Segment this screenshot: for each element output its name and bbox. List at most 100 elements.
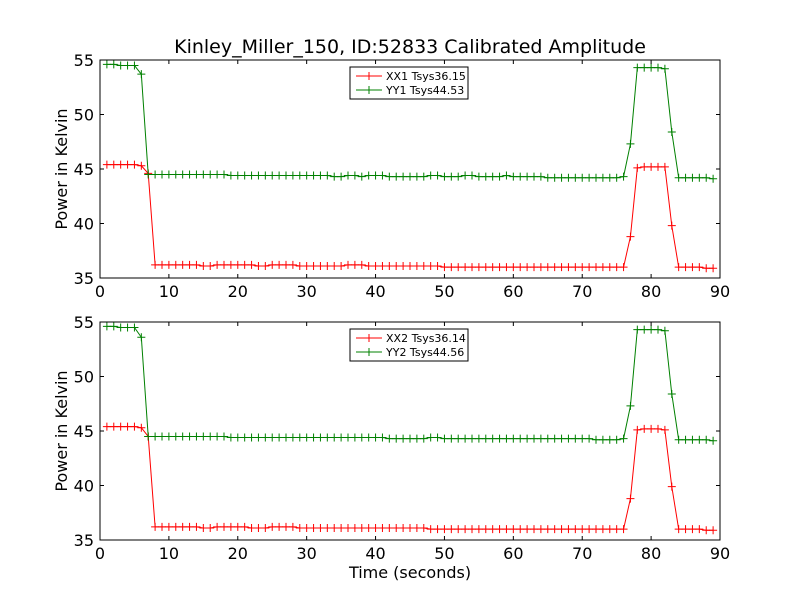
data-point-2-2-52 — [454, 434, 463, 443]
data-point-1-1-16 — [206, 262, 215, 271]
data-point-2-1-35 — [337, 524, 346, 533]
data-point-1-1-31 — [309, 262, 318, 271]
data-point-1-1-76 — [619, 263, 628, 272]
data-point-1-1-60 — [509, 263, 518, 272]
data-point-2-1-24 — [261, 524, 270, 533]
data-point-2-2-67 — [557, 434, 566, 443]
data-point-2-1-49 — [433, 525, 442, 534]
legend-marker-2-1 — [365, 334, 373, 342]
data-point-2-1-81 — [654, 424, 662, 433]
data-point-1-1-51 — [447, 263, 456, 272]
data-point-2-1-5 — [130, 422, 139, 431]
data-point-1-2-88 — [702, 173, 711, 182]
y-axis-label-1: Power in Kelvin — [52, 108, 71, 229]
data-point-2-2-12 — [178, 432, 187, 441]
data-point-1-1-66 — [550, 263, 559, 272]
data-point-2-1-53 — [461, 525, 470, 534]
data-point-2-1-25 — [268, 522, 277, 531]
data-point-2-2-29 — [295, 433, 304, 442]
data-point-1-2-38 — [357, 172, 366, 181]
figure-title: Kinley_Miller_150, ID:52833 Calibrated A… — [174, 36, 646, 58]
data-point-1-2-68 — [564, 173, 573, 182]
data-point-2-1-19 — [226, 522, 235, 531]
data-point-2-2-68 — [564, 434, 573, 443]
data-point-1-2-86 — [688, 173, 697, 182]
data-point-2-1-40 — [371, 524, 380, 533]
data-point-1-2-70 — [578, 173, 587, 182]
data-point-2-1-48 — [426, 525, 435, 534]
data-point-2-2-38 — [357, 433, 366, 442]
x-tick-label-1-90: 90 — [710, 282, 730, 301]
data-point-2-1-13 — [185, 522, 194, 531]
data-point-2-1-20 — [233, 522, 242, 531]
data-point-2-1-60 — [509, 525, 518, 534]
data-point-2-1-80 — [647, 424, 656, 433]
data-point-1-1-8 — [151, 260, 160, 269]
data-point-1-2-16 — [206, 170, 215, 179]
data-point-1-1-15 — [199, 262, 208, 271]
data-point-1-2-2 — [109, 60, 118, 69]
data-point-2-2-61 — [516, 434, 525, 443]
data-point-2-1-47 — [419, 524, 428, 533]
x-tick-label-1-0: 0 — [95, 282, 105, 301]
data-point-2-2-4 — [123, 323, 132, 332]
data-point-2-2-9 — [158, 432, 166, 441]
data-point-1-1-35 — [337, 262, 346, 271]
data-point-2-2-60 — [509, 434, 518, 443]
x-tick-label-2-60: 60 — [503, 544, 523, 563]
plot-panel-1: 0 10 20 30 40 50 60 70 80 90 35 40 45 50 55 Power in Ke… — [52, 51, 730, 301]
data-point-1-2-27 — [282, 171, 290, 180]
data-point-1-1-79 — [640, 162, 649, 171]
data-point-2-2-50 — [440, 434, 449, 443]
data-point-1-2-12 — [178, 170, 187, 179]
data-point-1-2-73 — [598, 173, 607, 182]
data-point-1-1-55 — [474, 263, 483, 272]
data-point-1-2-11 — [171, 170, 180, 179]
data-point-1-2-63 — [530, 172, 538, 181]
data-point-2-1-31 — [309, 524, 318, 533]
data-point-1-1-83 — [667, 221, 676, 230]
data-point-1-2-33 — [323, 171, 332, 180]
data-point-1-1-39 — [364, 262, 373, 271]
x-tick-label-2-20: 20 — [228, 544, 248, 563]
data-point-2-2-47 — [419, 434, 428, 443]
data-point-2-2-13 — [185, 432, 194, 441]
data-point-1-2-79 — [640, 63, 649, 72]
data-point-2-2-87 — [695, 435, 704, 444]
data-point-2-2-39 — [364, 433, 373, 442]
data-point-1-1-70 — [578, 263, 587, 272]
data-point-1-2-26 — [275, 171, 284, 180]
data-point-1-1-23 — [254, 262, 263, 271]
data-point-1-2-64 — [536, 172, 545, 181]
y-tick-label-2-55: 55 — [74, 313, 94, 332]
data-point-2-2-14 — [192, 432, 201, 441]
data-point-1-2-14 — [192, 170, 201, 179]
data-point-1-2-48 — [426, 171, 435, 180]
data-point-1-2-18 — [220, 170, 228, 179]
data-point-1-2-32 — [316, 171, 325, 180]
data-point-2-2-82 — [660, 326, 669, 335]
x-tick-label-2-40: 40 — [365, 544, 385, 563]
data-point-2-1-26 — [275, 522, 284, 531]
data-point-2-2-7 — [144, 432, 153, 441]
data-point-2-1-41 — [378, 524, 387, 533]
data-point-1-2-49 — [433, 171, 442, 180]
data-point-1-2-46 — [412, 172, 421, 181]
data-point-1-2-84 — [674, 173, 683, 182]
data-point-2-2-5 — [130, 323, 139, 332]
data-point-2-1-74 — [605, 525, 614, 534]
data-point-1-1-45 — [406, 262, 414, 271]
data-point-1-2-50 — [440, 172, 449, 181]
legend-label-2-2: YY2 Tsys44.56 — [385, 346, 464, 359]
data-point-2-2-56 — [481, 434, 490, 443]
y-tick-label-1-50: 50 — [74, 106, 94, 125]
data-point-1-2-3 — [116, 61, 125, 70]
data-point-1-1-41 — [378, 262, 387, 271]
data-point-2-1-57 — [488, 525, 497, 534]
data-point-2-1-43 — [392, 524, 401, 533]
data-point-1-1-10 — [164, 260, 173, 269]
data-point-1-1-13 — [185, 260, 194, 269]
data-point-2-2-43 — [392, 434, 401, 443]
data-point-2-2-21 — [240, 433, 249, 442]
